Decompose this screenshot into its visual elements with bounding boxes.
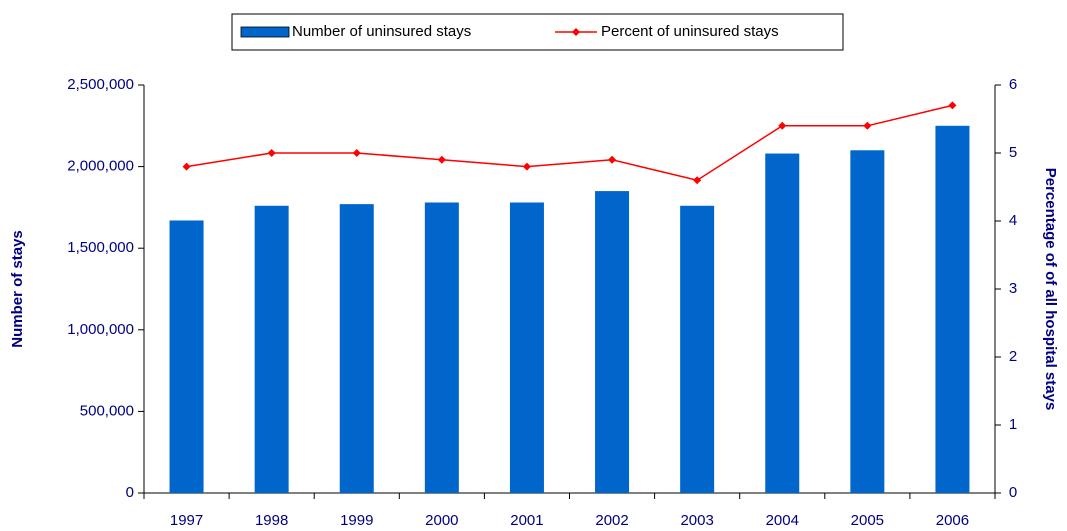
x-tick-label: 2006 xyxy=(936,512,969,529)
y-tick-label: 1,000,000 xyxy=(67,321,134,338)
x-tick-label: 2000 xyxy=(425,512,458,529)
x-tick-label: 2004 xyxy=(766,512,799,529)
line-marker xyxy=(437,155,446,164)
bar xyxy=(509,202,544,493)
y-tick-label: 2,000,000 xyxy=(67,158,134,175)
y2-tick-label: 1 xyxy=(1009,416,1017,433)
y-tick-label: 2,500,000 xyxy=(67,76,134,93)
x-tick-label: 1999 xyxy=(340,512,373,529)
legend-label: Number of uninsured stays xyxy=(292,23,471,40)
bar xyxy=(680,205,715,493)
bar xyxy=(935,125,970,494)
x-tick-label: 1997 xyxy=(170,512,203,529)
line-marker xyxy=(522,162,531,171)
line-marker xyxy=(182,162,191,171)
y2-tick-label: 3 xyxy=(1009,280,1017,297)
y-tick-label: 1,500,000 xyxy=(67,239,134,256)
y2-tick-label: 2 xyxy=(1009,348,1017,365)
x-tick-label: 2002 xyxy=(595,512,628,529)
line-marker xyxy=(608,155,617,164)
legend-box xyxy=(231,13,844,51)
y2-axis-title: Percentage of of all hospital stays xyxy=(1042,168,1059,411)
line-marker xyxy=(352,149,361,157)
y-tick-label: 0 xyxy=(126,484,134,501)
y2-tick-label: 6 xyxy=(1009,76,1017,93)
line-marker xyxy=(948,101,957,110)
x-tick-label: 2005 xyxy=(851,512,884,529)
x-tick-label: 2003 xyxy=(680,512,713,529)
x-tick-label: 2001 xyxy=(510,512,543,529)
y2-tick-label: 0 xyxy=(1009,484,1017,501)
bar xyxy=(765,153,800,493)
line xyxy=(186,104,953,182)
y2-tick-label: 4 xyxy=(1009,212,1017,229)
line-marker xyxy=(693,176,702,185)
bar xyxy=(424,202,459,493)
bar xyxy=(339,204,374,494)
y2-tick-label: 5 xyxy=(1009,144,1017,161)
line-marker xyxy=(863,121,872,130)
y-tick-label: 500,000 xyxy=(80,402,134,419)
legend-label: Percent of uninsured stays xyxy=(601,23,779,40)
bar xyxy=(169,220,204,493)
bar xyxy=(595,191,630,493)
line-marker xyxy=(267,149,276,157)
legend-swatch xyxy=(240,26,290,38)
bar xyxy=(850,150,885,493)
bar xyxy=(254,205,289,493)
x-tick-label: 1998 xyxy=(255,512,288,529)
y-axis-title: Number of stays xyxy=(9,230,26,348)
legend-marker xyxy=(572,28,580,36)
line-marker xyxy=(778,121,787,130)
